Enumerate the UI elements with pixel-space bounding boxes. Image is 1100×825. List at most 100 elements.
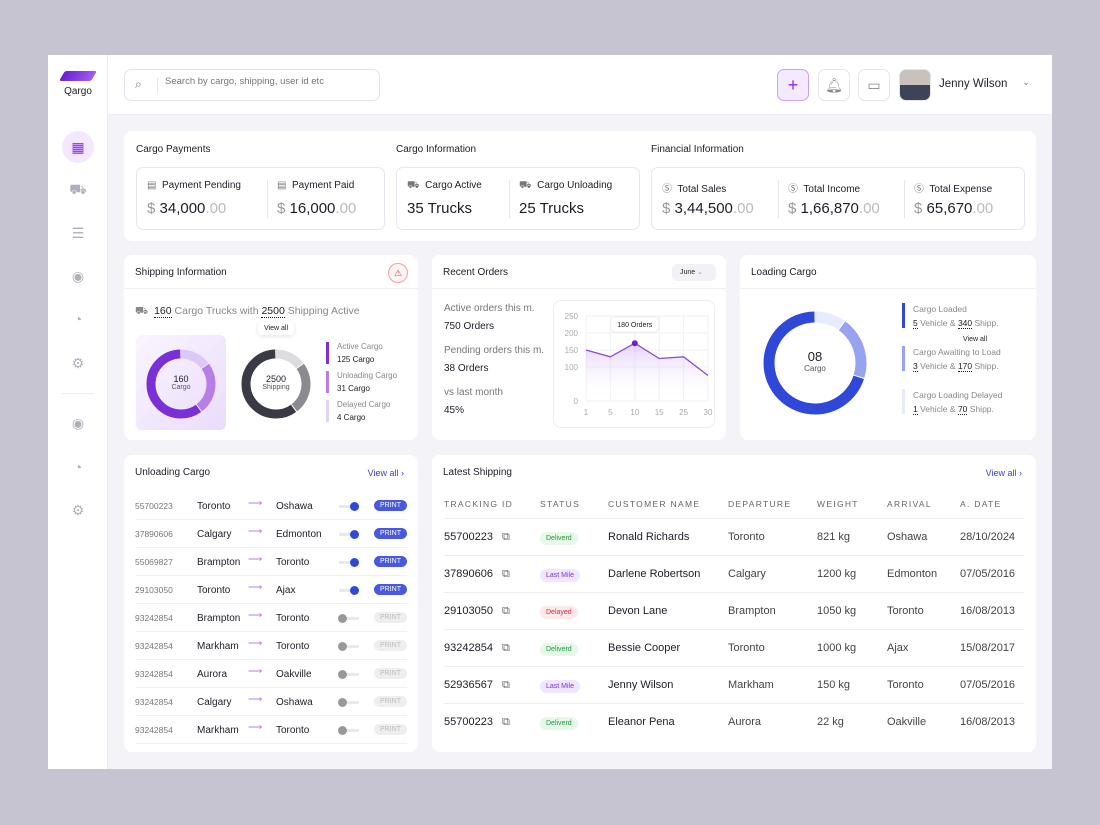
copy-icon[interactable]: ⧉ <box>502 716 510 728</box>
sidebar-item-1[interactable]: ⛟ <box>62 174 94 206</box>
table-row[interactable]: 55700223 ⧉ Deliverd Eleanor Pena Aurora … <box>444 703 1024 740</box>
print-button[interactable]: PRINT <box>374 724 407 735</box>
column-header[interactable]: WEIGHT <box>817 499 859 509</box>
print-button[interactable]: PRINT <box>374 500 407 511</box>
legend-item: Cargo Awaiting to Load 3 Vehicle & 170 Sh… <box>902 346 1001 372</box>
departure: Brampton <box>728 605 776 617</box>
stat-label-text: Total Expense <box>929 184 993 195</box>
table-row[interactable]: 55700223 ⧉ Deliverd Ronald Richards Toro… <box>444 518 1024 555</box>
stat-item: ▤ Payment Paid $ 16,000.00 <box>267 168 397 231</box>
print-button[interactable]: PRINT <box>374 696 407 707</box>
toggle-knob[interactable] <box>350 530 359 539</box>
toggle-switch[interactable] <box>339 645 359 648</box>
card-title: Shipping Information <box>135 267 227 278</box>
donut-segment-0 <box>763 311 867 415</box>
inbox-icon: ▭ <box>867 76 881 93</box>
search-box[interactable]: ⌕ <box>124 69 380 101</box>
summary-text-end: Shipping Active <box>287 305 360 317</box>
unloading-row: 93242854 Aurora ⟶ Oakville PRINT <box>135 660 407 688</box>
sidebar-item-4[interactable]: ◔ <box>62 303 94 335</box>
y-tick-label: 150 <box>565 346 579 355</box>
toggle-switch[interactable] <box>339 729 359 732</box>
search-input[interactable] <box>165 76 370 87</box>
inbox-button[interactable]: ▭ <box>858 69 890 101</box>
print-button[interactable]: PRINT <box>374 668 407 679</box>
toggle-knob[interactable] <box>350 502 359 511</box>
view-all-link[interactable]: View all › <box>368 468 404 478</box>
stat-label: Ⓢ Total Sales <box>662 180 726 195</box>
avatar[interactable] <box>899 69 931 101</box>
arrow-right-icon: ⟶ <box>248 498 263 509</box>
user-name[interactable]: Jenny Wilson <box>939 78 1008 90</box>
toggle-switch[interactable] <box>339 617 359 620</box>
toggle-switch[interactable] <box>339 533 359 536</box>
stat-value: $ 3,44,500.00 <box>662 200 754 217</box>
tooltip-box <box>610 316 660 333</box>
print-button[interactable]: PRINT <box>374 584 407 595</box>
sidebar-item-5[interactable]: ⚙ <box>62 347 94 379</box>
toggle-switch[interactable] <box>339 701 359 704</box>
column-header[interactable]: CUSTOMER NAME <box>608 499 701 509</box>
toggle-knob[interactable] <box>338 614 347 623</box>
add-button[interactable]: + <box>777 69 809 101</box>
copy-icon[interactable]: ⧉ <box>502 679 510 691</box>
copy-icon[interactable]: ⧉ <box>502 568 510 580</box>
column-header[interactable]: DEPARTURE <box>728 499 792 509</box>
column-header[interactable]: A. DATE <box>960 499 1002 509</box>
decimals: .00 <box>732 200 754 217</box>
table-row[interactable]: 29103050 ⧉ Delayed Devon Lane Brampton 1… <box>444 592 1024 629</box>
toggle-knob[interactable] <box>338 726 347 735</box>
column-header[interactable]: TRACKING ID <box>444 499 514 509</box>
donut-value: 08 <box>807 349 823 364</box>
chevron-down-icon[interactable]: ⌄ <box>1022 77 1031 88</box>
arrival: Toronto <box>887 605 924 617</box>
alert-icon[interactable]: ⚠ <box>388 263 408 283</box>
cargo-id: 93242854 <box>135 613 173 623</box>
toggle-switch[interactable] <box>339 561 359 564</box>
order-stat: vs last month 45% <box>444 387 503 416</box>
toggle-knob[interactable] <box>350 586 359 595</box>
copy-icon[interactable]: ⧉ <box>502 531 510 543</box>
toggle-knob[interactable] <box>338 698 347 707</box>
sidebar-item-6[interactable]: ◉ <box>62 407 94 439</box>
sidebar-item-3[interactable]: ◉ <box>62 260 94 292</box>
customer-name: Ronald Richards <box>608 531 690 543</box>
card-header: Recent Orders <box>432 255 726 289</box>
table-row[interactable]: 93242854 ⧉ Deliverd Bessie Cooper Toront… <box>444 629 1024 666</box>
toggle-knob[interactable] <box>338 642 347 651</box>
notifications-button[interactable]: 🔔︎ <box>818 69 850 101</box>
table-row[interactable]: 52936567 ⧉ Last Mile Jenny Wilson Markha… <box>444 666 1024 703</box>
arrival-date: 16/08/2013 <box>960 716 1016 728</box>
legend-value: 4 Cargo <box>337 413 366 422</box>
app-name: Qargo <box>64 86 92 97</box>
print-button[interactable]: PRINT <box>374 556 407 567</box>
view-all-link[interactable]: View all › <box>986 468 1022 478</box>
legend-label: Cargo Awaiting to Load <box>913 347 1001 357</box>
sidebar-item-8[interactable]: ⚙ <box>62 494 94 526</box>
toggle-switch[interactable] <box>339 673 359 676</box>
stat-value: $ 16,000.00 <box>277 200 356 217</box>
print-button[interactable]: PRINT <box>374 612 407 623</box>
sidebar-item-7[interactable]: ◔ <box>62 451 94 483</box>
print-button[interactable]: PRINT <box>374 528 407 539</box>
copy-icon[interactable]: ⧉ <box>502 605 510 617</box>
column-header[interactable]: ARRIVAL <box>887 499 932 509</box>
stat-label-text: Total Income <box>803 184 861 195</box>
toggle-switch[interactable] <box>339 589 359 592</box>
toggle-knob[interactable] <box>350 558 359 567</box>
arrow-right-icon: ⟶ <box>248 694 263 705</box>
view-all-tooltip[interactable]: View all <box>960 335 990 344</box>
unloading-row: 29103050 Toronto ⟶ Ajax PRINT <box>135 576 407 604</box>
amount: 65,670 <box>926 200 973 217</box>
toggle-switch[interactable] <box>339 505 359 508</box>
month-select[interactable]: June ⌄ <box>672 264 716 281</box>
sidebar-item-2[interactable]: ☰ <box>62 217 94 249</box>
copy-icon[interactable]: ⧉ <box>502 642 510 654</box>
sidebar-item-0[interactable]: ▦ <box>62 131 94 163</box>
legend-item: Delayed Cargo 4 Cargo <box>326 400 390 422</box>
table-row[interactable]: 37890606 ⧉ Last Mile Darlene Robertson C… <box>444 555 1024 592</box>
view-all-tooltip[interactable]: View all <box>258 322 294 335</box>
print-button[interactable]: PRINT <box>374 640 407 651</box>
toggle-knob[interactable] <box>338 670 347 679</box>
column-header[interactable]: STATUS <box>540 499 581 509</box>
